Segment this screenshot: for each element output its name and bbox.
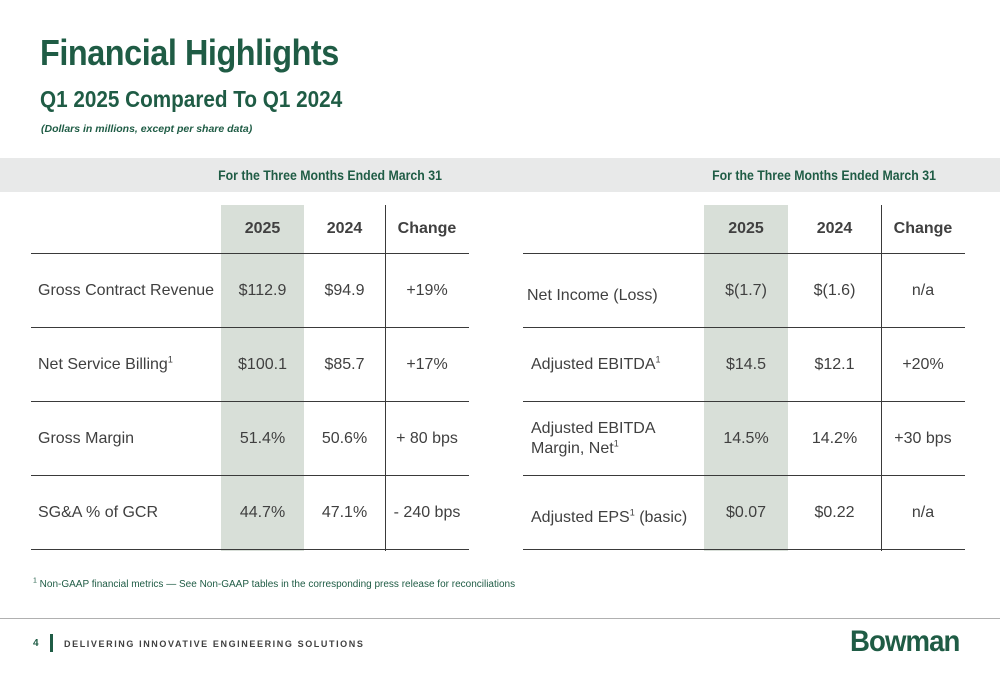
row-label: Gross Margin [38, 429, 135, 447]
value-change: n/a [911, 503, 935, 521]
table-row: SG&A % of GCR 44.7% 47.1% - 240 bps [31, 476, 469, 550]
value-change: +19% [406, 281, 448, 299]
table-row: Net Income (Loss) $(1.7) $(1.6) n/a [523, 254, 965, 328]
value-2025: $100.1 [238, 355, 287, 373]
table-row: Gross Margin 51.4% 50.6% + 80 bps [31, 402, 469, 476]
footnote: 1 Non-GAAP financial metrics — See Non-G… [33, 577, 516, 590]
bowman-logo: Bowman [850, 625, 960, 658]
value-change: +17% [406, 355, 448, 373]
period-label-right: For the Three Months Ended March 31 [712, 167, 936, 183]
row-label: Net Income (Loss) [527, 286, 658, 304]
row-label: SG&A % of GCR [38, 503, 159, 521]
footnote-text: Non-GAAP financial metrics — See Non-GAA… [36, 579, 516, 590]
table-header: 2025 2024 Change [523, 205, 965, 254]
value-change: n/a [911, 281, 935, 299]
value-2025: 51.4% [239, 429, 286, 447]
value-2025: 44.7% [239, 503, 286, 521]
header-2024: 2024 [816, 220, 853, 237]
footer-accent-bar [50, 634, 53, 652]
footnote-marker: 1 [33, 577, 37, 585]
row-label: Adjusted EBITDA1 [531, 354, 661, 373]
value-2024: $94.9 [324, 281, 365, 299]
table-row: Adjusted EBITDA1 $14.5 $12.1 +20% [523, 328, 965, 402]
period-label-left: For the Three Months Ended March 31 [218, 167, 442, 183]
header-change: Change [893, 220, 953, 237]
column-divider [385, 205, 386, 551]
footnote-marker: 1 [629, 507, 635, 518]
table-header: 2025 2024 Change [31, 205, 469, 254]
value-2024: $0.22 [814, 503, 855, 521]
value-2025: $(1.7) [725, 281, 767, 299]
value-2025: 14.5% [723, 429, 769, 447]
value-2024: $12.1 [814, 355, 855, 373]
value-2025: $14.5 [725, 355, 767, 373]
row-label: Net Service Billing1 [38, 354, 173, 373]
row-label: Gross Contract Revenue [38, 281, 215, 299]
table-row: Gross Contract Revenue $112.9 $94.9 +19% [31, 254, 469, 328]
value-2025: $0.07 [725, 503, 767, 521]
current-year-highlight [704, 205, 788, 551]
footnote-marker: 1 [167, 354, 173, 365]
table-row: Adjusted EBITDA Margin, Net1 14.5% 14.2%… [523, 402, 965, 476]
page-subtitle: Q1 2025 Compared To Q1 2024 [40, 86, 343, 112]
header-2025: 2025 [244, 220, 281, 237]
value-2024: 14.2% [811, 429, 858, 447]
footnote-marker: 1 [613, 438, 619, 449]
header-change: Change [397, 220, 457, 237]
page-title: Financial Highlights [40, 32, 339, 73]
value-change: +20% [902, 355, 944, 373]
period-band [0, 158, 1000, 192]
footer-tagline: DELIVERING INNOVATIVE ENGINEERING SOLUTI… [64, 639, 365, 649]
value-2024: 50.6% [321, 429, 368, 447]
header-2024: 2024 [326, 220, 363, 237]
row-label: Adjusted EBITDA Margin, Net1 [531, 419, 655, 457]
value-change: + 80 bps [396, 429, 458, 447]
value-2025: $112.9 [238, 281, 287, 299]
value-2024: $(1.6) [813, 281, 856, 299]
current-year-highlight [221, 205, 304, 551]
header-2025: 2025 [728, 220, 764, 237]
row-label: Adjusted EPS1 (basic) [531, 507, 688, 526]
page-number: 4 [33, 638, 39, 649]
value-2024: $85.7 [324, 355, 365, 373]
table-row: Net Service Billing1 $100.1 $85.7 +17% [31, 328, 469, 402]
value-2024: 47.1% [321, 503, 368, 521]
units-note: (Dollars in millions, except per share d… [41, 123, 253, 135]
value-change: - 240 bps [393, 503, 461, 521]
footer-divider [0, 618, 1000, 619]
table-row: Adjusted EPS1 (basic) $0.07 $0.22 n/a [523, 476, 965, 550]
value-change: +30 bps [894, 429, 952, 447]
footnote-marker: 1 [655, 354, 661, 365]
column-divider [881, 205, 882, 551]
